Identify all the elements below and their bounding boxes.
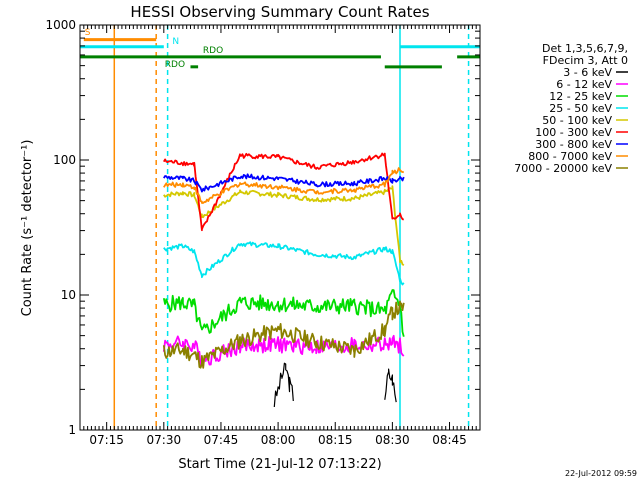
y-tick-label: 100 (53, 153, 76, 167)
x-tick-label: 08:00 (261, 433, 296, 447)
series-trace (163, 173, 405, 193)
series-trace (162, 289, 405, 337)
series-3 (163, 241, 405, 286)
flag-label: RDO (165, 60, 185, 70)
series-trace (163, 152, 405, 232)
x-tick-label: 08:30 (375, 433, 410, 447)
flag-annotations: S N RDO RDO (80, 25, 480, 430)
chart-title: HESSI Observing Summary Count Rates (130, 3, 429, 21)
series-trace (162, 300, 405, 369)
flag-label: RDO (203, 46, 223, 56)
series-7 (163, 167, 405, 204)
x-tick-label: 07:30 (147, 433, 182, 447)
axes: 07:15 07:30 07:45 08:00 08:15 08:30 08:45 1 10 10… (45, 18, 481, 447)
y-tick-label: 10 (61, 288, 76, 302)
legend-entry-label: 7000 - 20000 keV (514, 162, 612, 175)
legend-entry-label: 6 - 12 keV (556, 78, 612, 91)
x-tick-label: 07:45 (204, 433, 239, 447)
legend-entry-label: 800 - 7000 keV (528, 150, 612, 163)
y-axis-label: Count Rate (s⁻¹ detector⁻¹) (20, 140, 35, 317)
legend-entry-label: 100 - 300 keV (535, 126, 612, 139)
y-tick-label: 1000 (45, 18, 76, 32)
legend: Det 1,3,5,6,7,9,FDecim 3, Att 03 - 6 keV… (514, 42, 628, 175)
legend-entry-label: 50 - 100 keV (542, 114, 612, 127)
plot-frame (79, 24, 481, 431)
x-tick-label: 08:15 (318, 433, 353, 447)
data-series (162, 152, 405, 408)
series-trace (384, 368, 397, 403)
series-2 (162, 289, 405, 337)
y-tick-label: 1 (68, 423, 76, 437)
series-trace (163, 167, 405, 204)
series-trace (163, 241, 405, 286)
series-6 (163, 173, 405, 193)
flag-label: N (172, 37, 179, 47)
legend-header: Det 1,3,5,6,7,9, (542, 42, 628, 55)
footer-timestamp: 22-Jul-2012 09:59 (565, 469, 637, 478)
legend-entry-label: 300 - 800 keV (535, 138, 612, 151)
series-4 (163, 185, 405, 267)
legend-header: FDecim 3, Att 0 (543, 54, 628, 67)
x-tick-label: 08:45 (432, 433, 467, 447)
series-trace (163, 185, 405, 267)
legend-entry-label: 3 - 6 keV (563, 66, 612, 79)
x-tick-label: 07:15 (89, 433, 124, 447)
x-axis-label: Start Time (21-Jul-12 07:13:22) (178, 457, 381, 472)
series-5 (163, 152, 405, 232)
series-8 (162, 300, 405, 369)
flag-label: S (85, 28, 91, 38)
series-trace (273, 362, 294, 408)
legend-entry-label: 25 - 50 keV (549, 102, 612, 115)
legend-entry-label: 12 - 25 keV (549, 90, 612, 103)
series-0 (273, 362, 397, 408)
